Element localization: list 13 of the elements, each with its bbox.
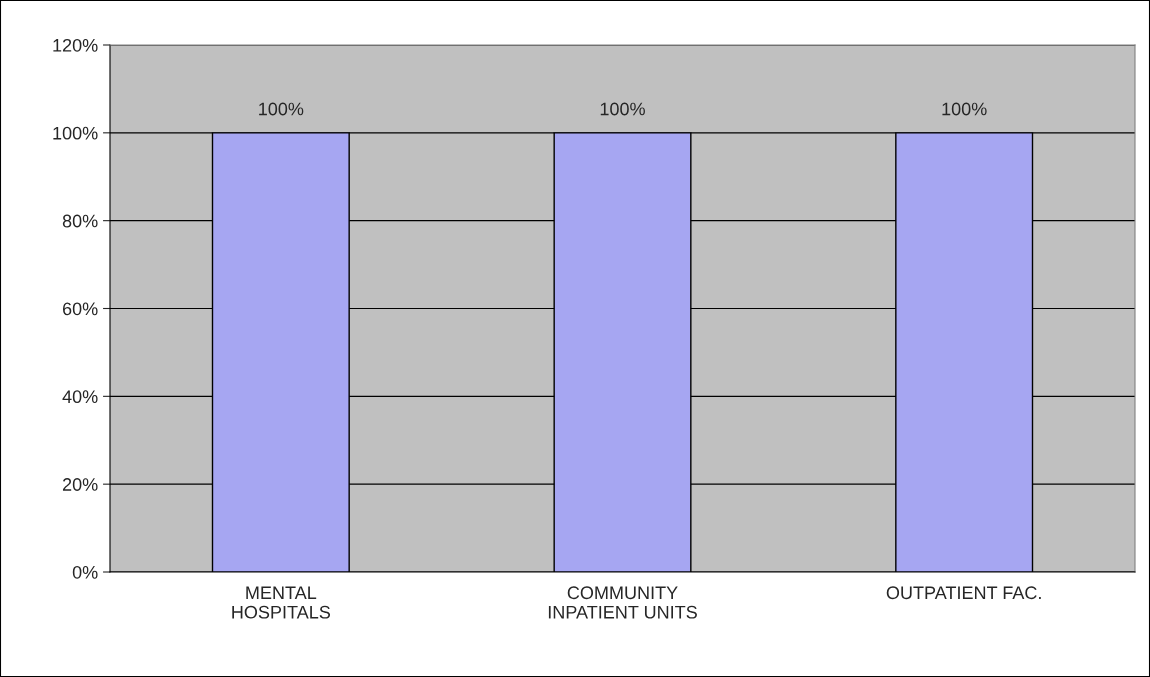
y-tick-label: 0% xyxy=(72,565,98,579)
y-tick-label: 20% xyxy=(62,478,98,491)
data-label: 100% xyxy=(259,102,304,116)
y-tick-label: 60% xyxy=(62,302,98,316)
data-label: 100% xyxy=(942,102,987,116)
x-tick-label: MENTAL HOSPITALS xyxy=(232,586,331,619)
x-tick-label: COMMUNITY INPATIENT UNITS xyxy=(548,586,697,619)
y-tick-label: 100% xyxy=(53,126,98,140)
y-tick-label: 120% xyxy=(53,38,98,52)
y-tick-label: 40% xyxy=(62,390,98,404)
data-label: 100% xyxy=(600,102,645,116)
x-tick-label: OUTPATIENT FAC. xyxy=(886,586,1041,600)
y-tick-label: 80% xyxy=(62,214,98,228)
